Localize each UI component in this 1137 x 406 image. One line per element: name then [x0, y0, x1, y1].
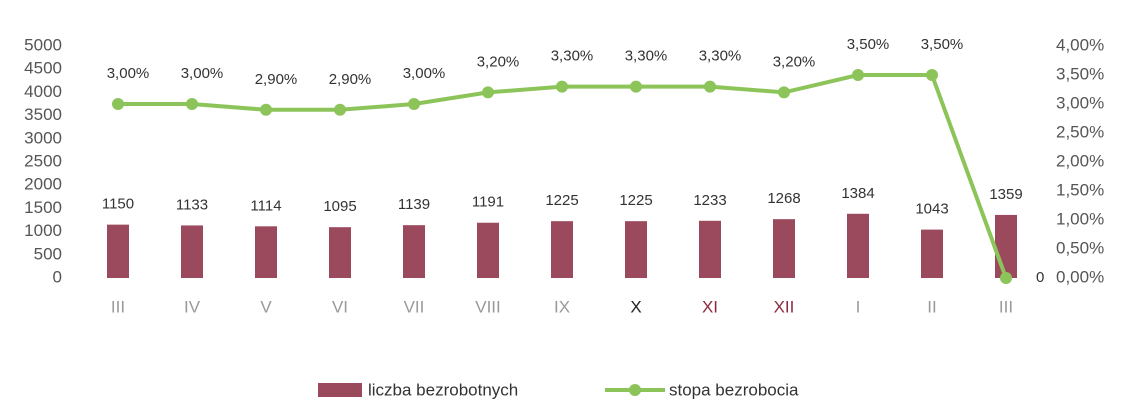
y2-tick-label: 0,00%: [1056, 267, 1104, 286]
y-tick-label: 1500: [24, 198, 62, 217]
legend-label: stopa bezrobocia: [669, 380, 799, 399]
point: [112, 98, 124, 110]
data-label: 0: [1036, 269, 1044, 286]
bar: [773, 219, 795, 278]
data-label: 1233: [693, 192, 726, 209]
data-label: 3,00%: [107, 65, 150, 82]
y-tick-label: 4000: [24, 82, 62, 101]
point: [778, 86, 790, 99]
x-tick-label: II: [927, 297, 936, 316]
y2-tick-label: 3,50%: [1056, 64, 1104, 83]
y-tick-label: 500: [34, 244, 62, 263]
bar: [255, 226, 277, 278]
data-label: 1225: [619, 192, 652, 209]
y2-tick-label: 3,00%: [1056, 93, 1104, 112]
point: [1000, 272, 1012, 284]
y2-tick-label: 2,00%: [1056, 151, 1104, 170]
data-label: 3,30%: [551, 48, 594, 65]
legend-label: liczba bezrobotnych: [368, 380, 518, 399]
x-tick-label: III: [111, 297, 125, 316]
bar: [329, 227, 351, 278]
point: [704, 80, 716, 93]
data-label: 1268: [767, 190, 800, 207]
data-label: 1139: [398, 196, 430, 213]
data-label: 2,90%: [255, 71, 298, 88]
data-label: 3,20%: [773, 53, 816, 70]
x-tick-label: XI: [702, 297, 718, 316]
x-tick-label: VIII: [475, 297, 501, 316]
data-label: 1225: [545, 192, 578, 209]
bar: [921, 229, 943, 278]
y-tick-label: 3500: [24, 105, 62, 124]
data-label: 3,30%: [625, 48, 668, 65]
bar: [403, 225, 425, 278]
point: [630, 80, 642, 93]
bar: [995, 214, 1017, 278]
x-tick-label: VII: [404, 297, 425, 316]
y2-tick-label: 2,50%: [1056, 122, 1104, 141]
bar: [551, 221, 573, 278]
data-label: 3,00%: [403, 65, 446, 82]
data-label: 3,20%: [477, 53, 520, 70]
x-tick-label: IX: [554, 297, 570, 316]
y-tick-label: 1000: [24, 221, 62, 240]
x-tick-label: IV: [184, 297, 201, 316]
y-tick-label: 2000: [24, 175, 62, 194]
bar: [625, 221, 647, 278]
legend-swatch: [318, 383, 362, 397]
data-label: 1191: [472, 194, 504, 211]
bar: [107, 224, 129, 278]
point: [482, 86, 494, 99]
data-label: 1095: [323, 198, 356, 215]
data-label: 3,00%: [181, 65, 224, 82]
bar: [181, 225, 203, 278]
point: [926, 69, 938, 81]
x-tick-label: III: [999, 297, 1013, 316]
x-tick-label: XII: [774, 297, 795, 316]
y-tick-label: 0: [53, 267, 62, 286]
y-tick-label: 3000: [24, 128, 62, 147]
point: [408, 98, 420, 110]
x-tick-label: VI: [332, 297, 348, 316]
bar: [699, 220, 721, 278]
y-tick-label: 4500: [24, 59, 62, 78]
point: [260, 103, 272, 116]
data-label: 3,50%: [921, 36, 964, 53]
data-label: 1359: [989, 186, 1022, 203]
data-label: 1150: [102, 196, 134, 213]
x-tick-label: I: [856, 297, 861, 316]
bar: [847, 213, 869, 278]
data-label: 2,90%: [329, 71, 372, 88]
y-tick-label: 5000: [24, 35, 62, 54]
data-label: 3,30%: [699, 48, 742, 65]
x-tick-label: X: [630, 297, 641, 316]
data-label: 3,50%: [847, 36, 890, 53]
y2-tick-label: 0,50%: [1056, 238, 1104, 257]
point: [852, 69, 864, 81]
data-label: 1384: [841, 185, 874, 202]
y2-tick-label: 4,00%: [1056, 35, 1104, 54]
y2-tick-label: 1,50%: [1056, 180, 1104, 199]
legend-swatch: [629, 384, 641, 396]
data-label: 1043: [915, 201, 948, 218]
y-tick-label: 2500: [24, 151, 62, 170]
point: [334, 103, 346, 116]
data-label: 1114: [250, 197, 281, 214]
point: [556, 80, 568, 93]
y2-tick-label: 1,00%: [1056, 209, 1104, 228]
x-tick-label: V: [260, 297, 272, 316]
bar: [477, 222, 499, 278]
point: [186, 98, 198, 110]
data-label: 1133: [176, 196, 208, 213]
